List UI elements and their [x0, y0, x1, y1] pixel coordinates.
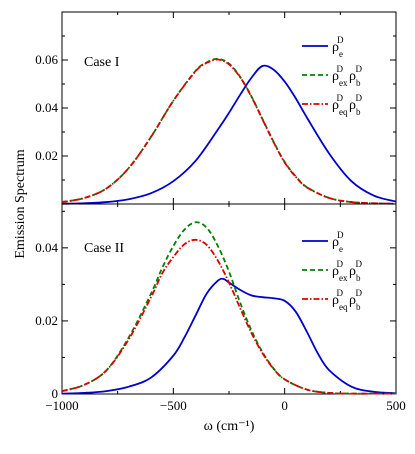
bottom-legend: ρeD ρexD ρbD ρeqD ρbD: [302, 230, 363, 312]
xtick-label: −500: [160, 398, 187, 413]
bottom-legend-label-rho-eq-rho-b: ρeqD ρbD: [332, 288, 363, 312]
y-axis-label: Emission Spectrum: [13, 149, 28, 258]
panel-top: 0.02 0.04 0.06 Case I ρeD ρexD ρbD ρeqD ρbD: [35, 11, 397, 205]
case-ii-annotation: Case II: [84, 241, 124, 256]
top-ytick-label: 0.06: [35, 52, 58, 67]
top-legend-label-rho-ex-rho-b: ρexD ρbD: [332, 64, 363, 88]
top-ytick-label: 0.04: [35, 100, 58, 115]
bottom-curve-rho-ex-rho-b: [61, 221, 396, 395]
top-curve-rho-e: [61, 64, 397, 205]
xtick-label: 0: [281, 398, 288, 413]
panel-bottom: 0 0.02 0.04 −1000 −500 0 500 Case II ρeD ρexD ρ…: [35, 203, 406, 413]
x-axis-label: ω (cm⁻¹): [204, 419, 255, 434]
top-curve-rho-eq-rho-b: [61, 58, 397, 205]
bottom-curve-rho-eq-rho-b: [61, 238, 396, 395]
top-legend-label-rho-eq-rho-b: ρeqD ρbD: [332, 93, 363, 117]
top-ytick-label: 0.02: [35, 148, 58, 163]
bottom-series-group: [61, 221, 397, 395]
bottom-ytick-label: 0.02: [35, 313, 58, 328]
case-i-annotation: Case I: [84, 55, 120, 70]
xtick-label: −1000: [45, 398, 78, 413]
panel-bottom-frame: [61, 203, 397, 395]
bottom-legend-label-rho-e: ρeD: [332, 230, 344, 254]
bottom-legend-label-rho-ex-rho-b: ρexD ρbD: [332, 259, 363, 283]
bottom-ytick-label: 0: [52, 386, 59, 401]
top-legend: ρeD ρexD ρbD ρeqD ρbD: [302, 35, 363, 117]
bottom-curve-rho-e: [61, 277, 397, 395]
bottom-ytick-label: 0.04: [35, 240, 58, 255]
top-legend-label-rho-e: ρeD: [332, 35, 344, 59]
xtick-label: 500: [386, 398, 406, 413]
top-series-group: [61, 57, 397, 205]
